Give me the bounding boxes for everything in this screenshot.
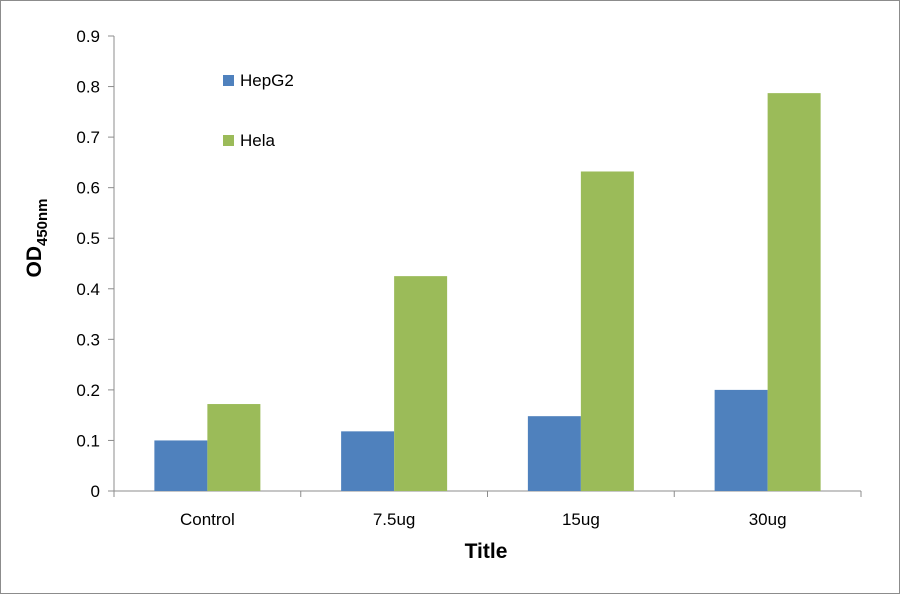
x-category-label: 30ug <box>749 510 787 529</box>
y-axis-title-main: OD <box>23 246 46 278</box>
x-category-label: 15ug <box>562 510 600 529</box>
y-tick-label: 0.7 <box>76 128 100 147</box>
legend-swatch-hela <box>223 135 234 146</box>
y-axis: 0 0.1 0.2 0.3 0.4 0.5 0.6 0.7 0.8 0.9 <box>76 27 115 501</box>
y-tick-label: 0 <box>91 482 100 501</box>
legend-label-hela: Hela <box>240 131 276 150</box>
bar-hela-30ug <box>767 93 821 491</box>
y-axis-title-subscript: 450nm <box>34 198 51 246</box>
bar-hepg2-15ug <box>527 416 581 491</box>
y-tick-label: 0.2 <box>76 381 100 400</box>
legend-label-hepg2: HepG2 <box>240 71 294 90</box>
y-tick-label: 0.5 <box>76 229 100 248</box>
bar-hela-15ug <box>580 171 634 491</box>
bar-hela-control <box>207 404 261 491</box>
x-category-label: Control <box>180 510 235 529</box>
bars <box>154 93 821 491</box>
bar-hela-7-5ug <box>394 276 448 491</box>
x-category-label: 7.5ug <box>373 510 416 529</box>
y-tick-label: 0.1 <box>76 431 100 450</box>
bar-hepg2-7-5ug <box>341 431 395 491</box>
legend-swatch-hepg2 <box>223 75 234 86</box>
bar-hepg2-control <box>154 440 208 491</box>
y-tick-label: 0.4 <box>76 280 100 299</box>
legend: HepG2 Hela <box>223 71 294 150</box>
bar-hepg2-30ug <box>714 389 768 491</box>
y-tick-label: 0.9 <box>76 27 100 46</box>
y-tick-label: 0.3 <box>76 330 100 349</box>
y-tick-label: 0.6 <box>76 179 100 198</box>
y-tick-label: 0.8 <box>76 78 100 97</box>
x-axis: Control 7.5ug 15ug 30ug <box>113 490 862 529</box>
y-axis-title: OD450nm <box>23 198 51 277</box>
x-axis-title: Title <box>465 540 508 563</box>
